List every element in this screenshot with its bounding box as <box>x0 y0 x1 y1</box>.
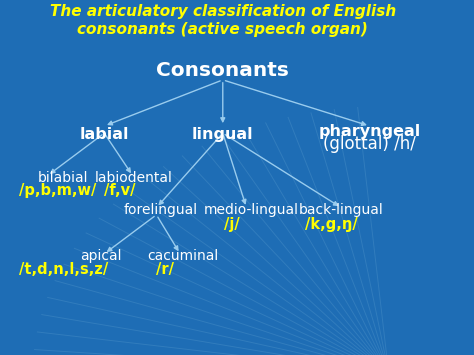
Text: /f,v/: /f,v/ <box>104 184 136 198</box>
Text: cacuminal: cacuminal <box>147 249 218 263</box>
Text: labiodental: labiodental <box>95 171 173 185</box>
Text: bilabial: bilabial <box>38 171 89 185</box>
Text: /p,b,m,w/: /p,b,m,w/ <box>19 184 96 198</box>
Text: medio-lingual: medio-lingual <box>204 203 299 217</box>
Text: apical: apical <box>81 249 122 263</box>
Text: /r/: /r/ <box>156 262 174 277</box>
Text: lingual: lingual <box>192 127 254 142</box>
Text: forelingual: forelingual <box>123 203 197 217</box>
Text: /k,g,ŋ/: /k,g,ŋ/ <box>305 217 358 232</box>
Text: (glottal) /h/: (glottal) /h/ <box>323 135 416 153</box>
Text: /j/: /j/ <box>224 217 240 232</box>
Text: labial: labial <box>80 127 129 142</box>
Text: pharyngeal: pharyngeal <box>319 124 421 139</box>
Text: /t,d,n,l,s,z/: /t,d,n,l,s,z/ <box>19 262 108 277</box>
Text: back-lingual: back-lingual <box>299 203 383 217</box>
Text: The articulatory classification of English
consonants (active speech organ): The articulatory classification of Engli… <box>50 4 396 37</box>
Text: Consonants: Consonants <box>156 61 289 81</box>
